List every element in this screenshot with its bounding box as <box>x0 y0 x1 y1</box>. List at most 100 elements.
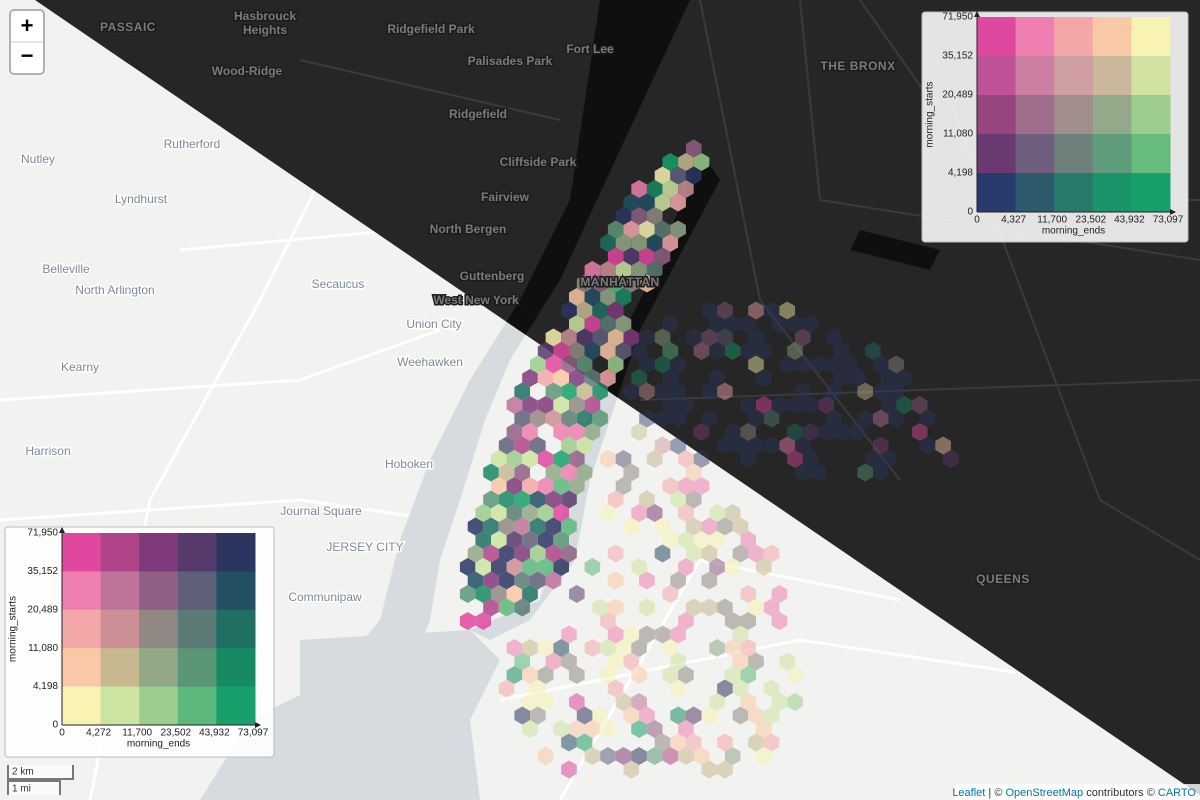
hexbin <box>911 423 928 441</box>
hexbin <box>631 261 647 279</box>
hexbin <box>701 706 718 725</box>
hexbin <box>732 436 749 455</box>
hexbin <box>514 517 530 536</box>
hexbin <box>795 328 811 347</box>
hexbin <box>537 639 554 657</box>
hexbin <box>561 544 577 563</box>
place-label: Hasbrouck <box>234 9 296 23</box>
zoom-in[interactable]: + <box>21 13 34 38</box>
place-label: Wood-Ridge <box>212 64 283 78</box>
hexbin <box>670 679 686 698</box>
legend-x-tick: 11,700 <box>1037 215 1067 226</box>
hexbin <box>709 315 725 333</box>
hexbin <box>756 342 772 360</box>
hexbin <box>841 355 858 374</box>
hexbin <box>530 517 546 536</box>
hexbin <box>459 612 476 630</box>
hexbin <box>506 639 523 657</box>
hexbin <box>732 544 749 563</box>
hexbin <box>888 409 905 428</box>
hexbin <box>740 531 756 549</box>
hexbin <box>514 571 530 590</box>
hexbin <box>553 342 569 360</box>
hexbin <box>475 585 491 603</box>
hexbin <box>514 382 530 401</box>
hexbin <box>576 436 593 455</box>
place-label: Harrison <box>25 444 70 458</box>
legend-cell <box>177 648 217 688</box>
hexbin <box>787 450 803 468</box>
zoom-out[interactable]: − <box>21 43 34 68</box>
hexbin <box>873 409 889 428</box>
hexbin <box>670 490 686 509</box>
hexbin <box>670 436 686 455</box>
legend-y-tick: 0 <box>52 720 58 731</box>
attribution-link[interactable]: OpenStreetMap <box>1005 787 1083 799</box>
hexbin <box>834 369 850 387</box>
hexbin <box>530 355 546 374</box>
hexbin <box>646 234 663 252</box>
legend-y-label: morning_starts <box>8 596 19 662</box>
hexbin <box>670 625 686 644</box>
hexbin <box>693 342 710 360</box>
hexbin <box>865 450 881 468</box>
hexbin <box>639 598 655 617</box>
hexbin <box>709 558 725 576</box>
legend-cell <box>977 134 1017 174</box>
hexbin <box>678 153 694 171</box>
hexbin <box>724 504 741 522</box>
hexbin <box>483 517 499 536</box>
hexbin <box>561 652 577 671</box>
hexbin <box>724 612 741 630</box>
hexbin <box>740 585 756 603</box>
hexbin <box>522 666 538 684</box>
attribution-link[interactable]: CARTO <box>1158 787 1197 799</box>
hexbin <box>623 247 640 266</box>
hexbin <box>717 328 733 347</box>
hexbin <box>678 720 694 738</box>
hexbin <box>459 585 476 603</box>
legend-x-tick: 23,502 <box>161 728 192 739</box>
hexbin <box>498 436 515 455</box>
hexbin <box>748 706 764 725</box>
hexbin <box>639 571 655 590</box>
hexbin <box>569 720 585 738</box>
hexbin <box>639 274 655 293</box>
hexbin <box>530 409 546 428</box>
hexbin <box>569 288 585 306</box>
hexbin <box>607 220 624 239</box>
hexbin <box>607 544 624 563</box>
hexbin <box>459 558 476 576</box>
hexbin <box>662 369 679 387</box>
hexbin <box>615 639 632 657</box>
hexbin <box>717 301 733 320</box>
hexbin <box>763 598 780 617</box>
hexbin <box>771 693 788 711</box>
hexbin <box>888 355 905 374</box>
hexbin <box>592 328 608 347</box>
hexbin <box>654 166 671 185</box>
hexbin <box>584 423 601 441</box>
hexbin <box>670 220 686 239</box>
hexbin <box>873 436 889 455</box>
hexbin <box>662 153 679 171</box>
hexbin <box>709 369 725 387</box>
hexbin <box>483 598 499 617</box>
legend-cell <box>100 609 140 649</box>
hexbin <box>935 436 951 455</box>
hexbin <box>748 409 764 428</box>
hexbin <box>576 301 593 320</box>
hexbin <box>576 706 593 725</box>
hexbin <box>857 409 873 428</box>
hexbin <box>631 504 647 522</box>
hexbin <box>787 423 803 441</box>
legend-cell <box>1092 17 1132 57</box>
legend-cell <box>100 648 140 688</box>
attribution-link[interactable]: Leaflet <box>952 787 985 799</box>
legend-y-tick: 0 <box>967 207 973 218</box>
hexbin <box>600 747 616 765</box>
place-label: Nutley <box>21 152 55 166</box>
hexbin <box>756 747 772 765</box>
hexbin <box>615 477 632 495</box>
hexbin <box>685 544 702 563</box>
